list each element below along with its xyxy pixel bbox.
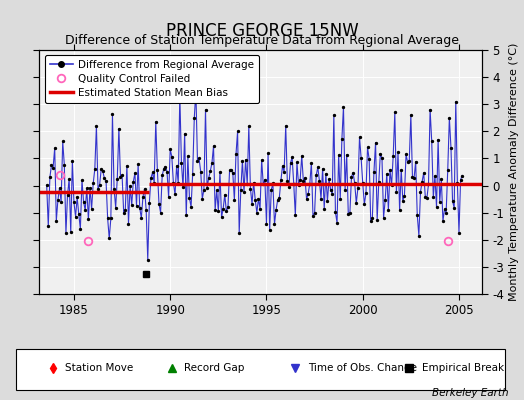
- Text: Berkeley Earth: Berkeley Earth: [432, 388, 508, 398]
- Text: Record Gap: Record Gap: [184, 363, 244, 373]
- Legend: Difference from Regional Average, Quality Control Failed, Estimated Station Mean: Difference from Regional Average, Qualit…: [45, 55, 259, 103]
- Text: PRINCE GEORGE 15NW: PRINCE GEORGE 15NW: [166, 22, 358, 40]
- Text: Station Move: Station Move: [65, 363, 133, 373]
- Y-axis label: Monthly Temperature Anomaly Difference (°C): Monthly Temperature Anomaly Difference (…: [508, 43, 519, 301]
- Text: Difference of Station Temperature Data from Regional Average: Difference of Station Temperature Data f…: [65, 34, 459, 47]
- Text: Empirical Break: Empirical Break: [422, 363, 504, 373]
- FancyBboxPatch shape: [16, 349, 505, 390]
- Text: Time of Obs. Change: Time of Obs. Change: [308, 363, 417, 373]
